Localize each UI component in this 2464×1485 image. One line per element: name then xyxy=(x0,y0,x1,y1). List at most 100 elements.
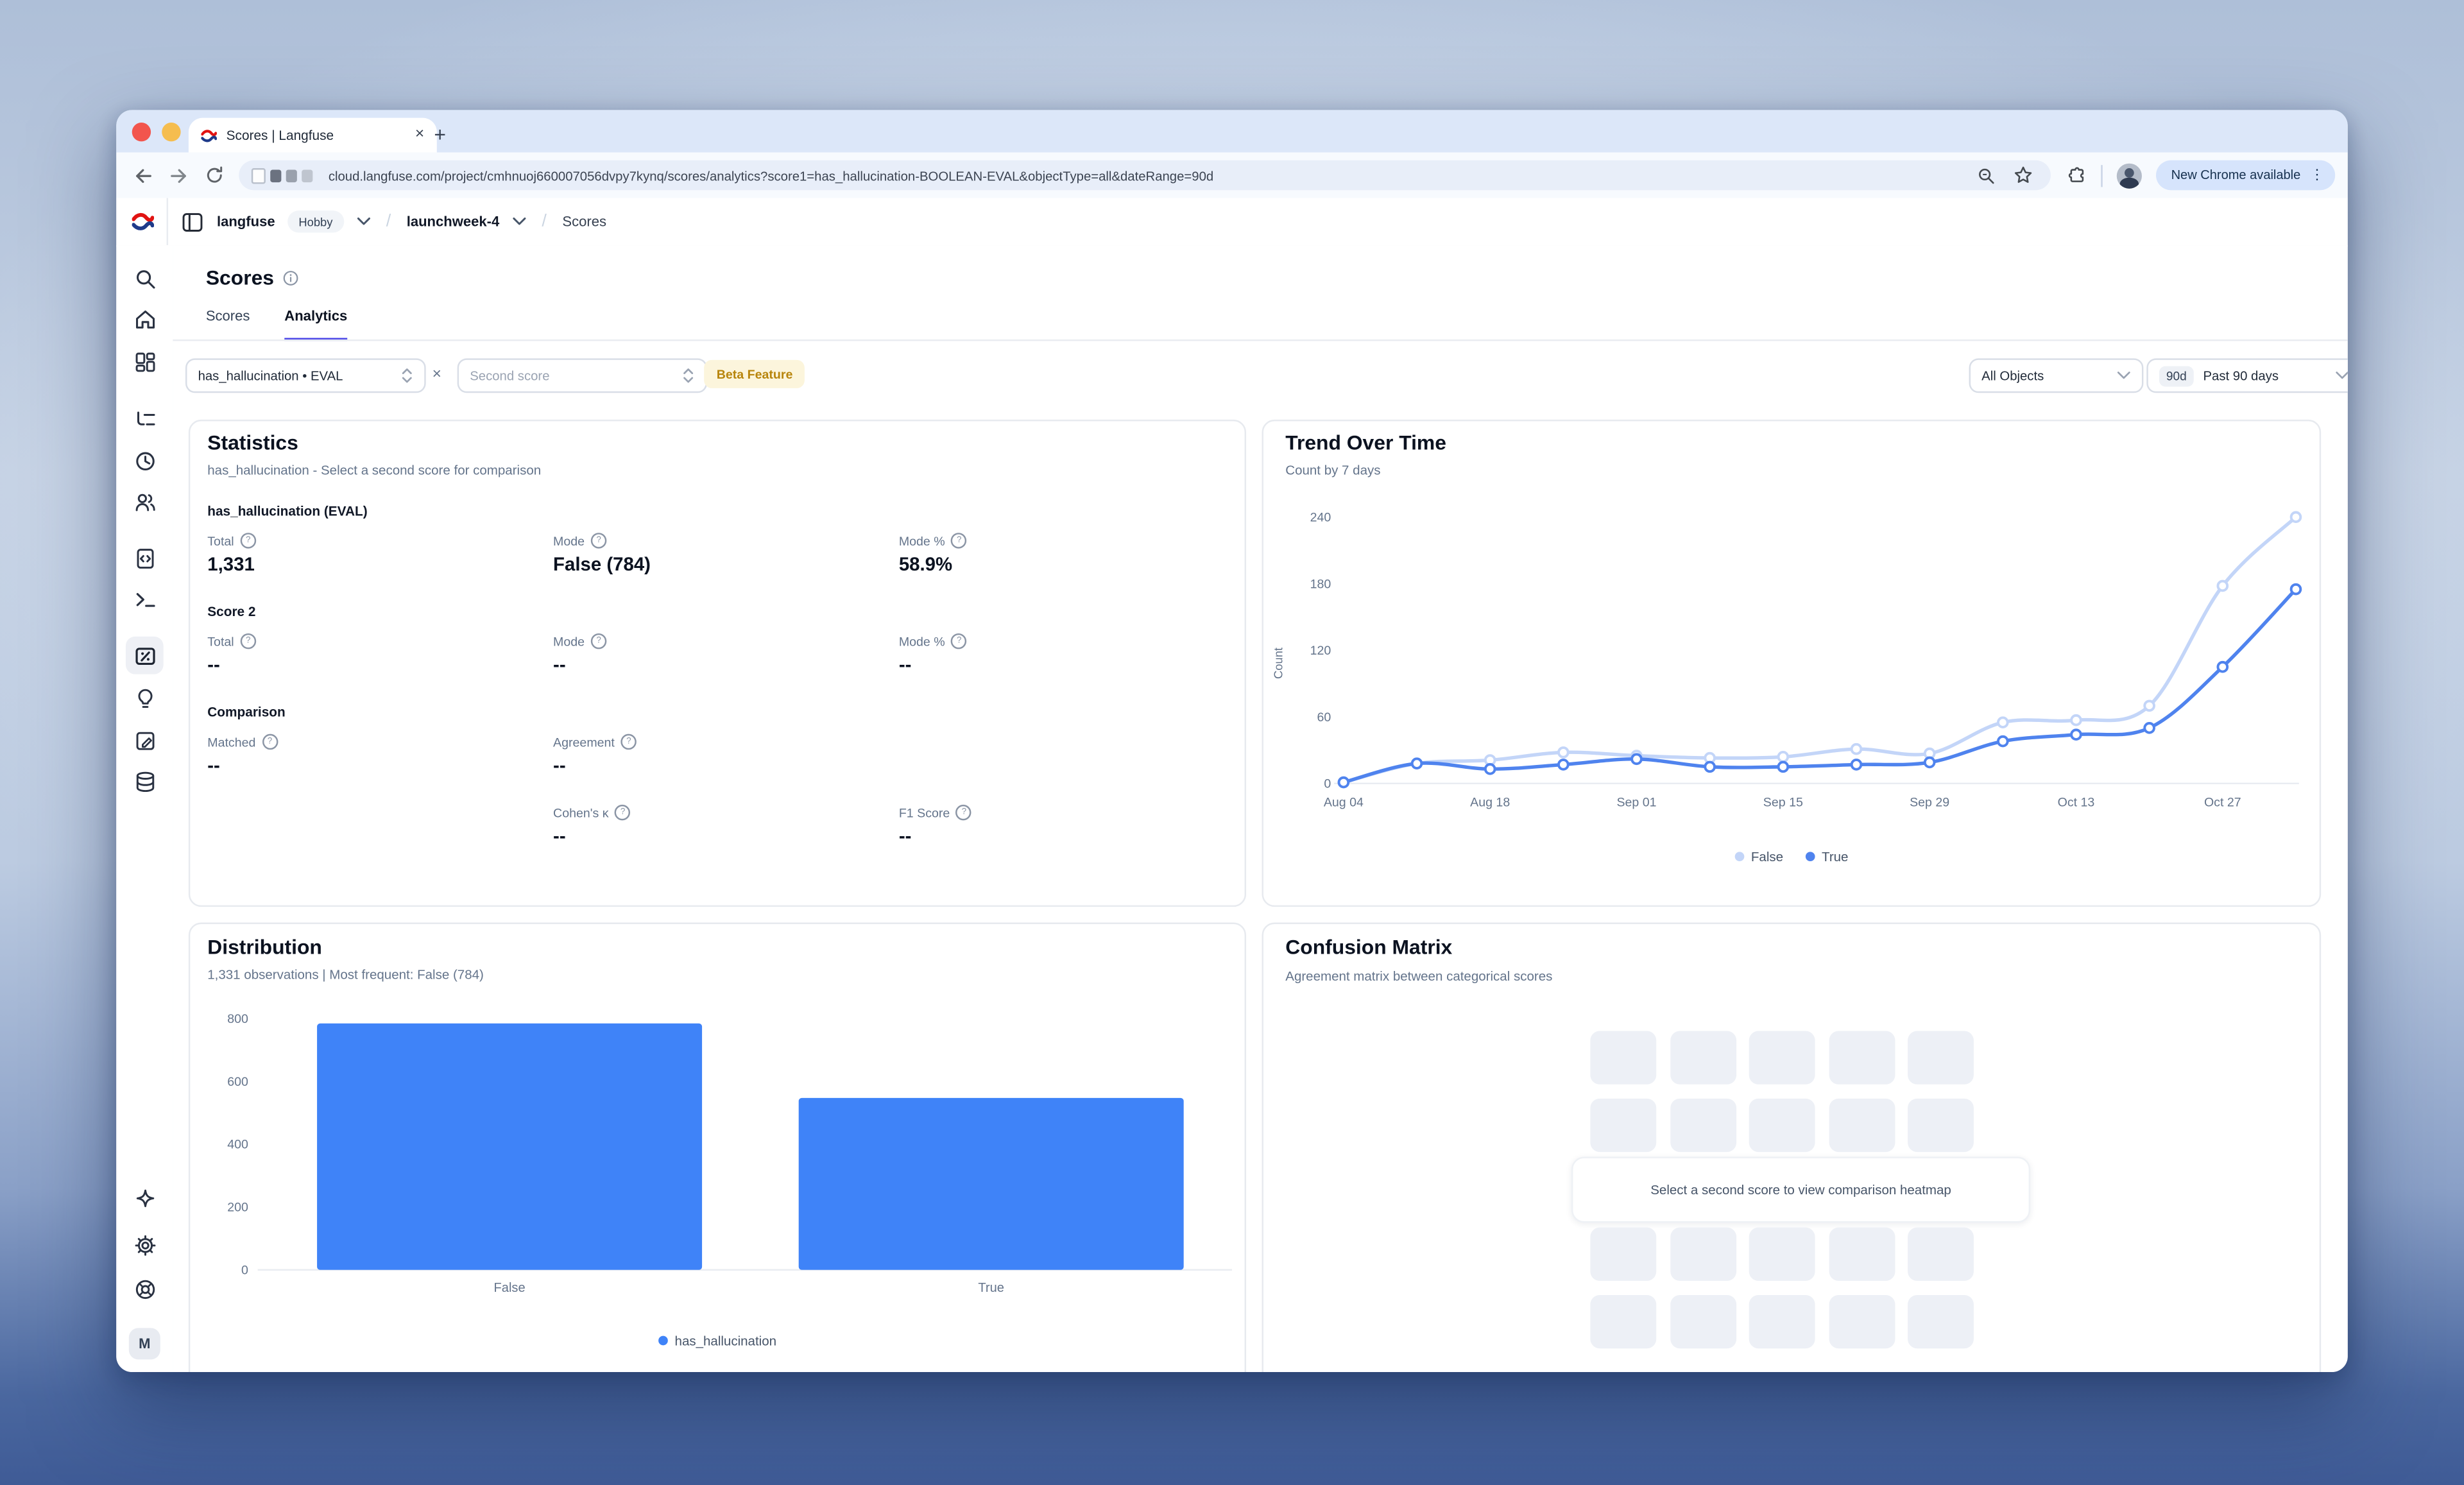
date-range-chip: 90d xyxy=(2159,365,2194,386)
score1-select[interactable]: has_hallucination • EVAL xyxy=(185,358,426,393)
tab-title: Scores | Langfuse xyxy=(226,127,334,143)
sidebar-item-annotation[interactable] xyxy=(126,721,164,759)
help-icon[interactable] xyxy=(590,633,607,649)
distribution-title: Distribution xyxy=(207,935,322,959)
help-icon[interactable] xyxy=(262,734,278,750)
help-icon[interactable] xyxy=(240,633,256,649)
sidebar-item-tracing[interactable] xyxy=(126,400,164,438)
toolbar-divider xyxy=(2100,164,2102,187)
metric-label: Total xyxy=(207,633,553,649)
metric-value: -- xyxy=(207,653,220,676)
reload-icon[interactable] xyxy=(204,165,225,185)
url-bar[interactable]: cloud.langfuse.com/project/cmhnuoj660007… xyxy=(239,160,2051,191)
minimize-window-button[interactable] xyxy=(162,123,181,142)
breadcrumb-page[interactable]: Scores xyxy=(562,214,607,230)
bookmark-star-icon[interactable] xyxy=(2012,165,2033,185)
back-icon[interactable] xyxy=(132,164,154,186)
sidebar-item-users[interactable] xyxy=(126,483,164,520)
beta-feature-badge: Beta Feature xyxy=(704,359,806,388)
help-icon[interactable] xyxy=(956,804,972,821)
help-icon[interactable] xyxy=(951,633,968,649)
page-title: Scores xyxy=(205,265,275,289)
distribution-bar-chart: 0 200 400 600 800 False True xyxy=(227,1012,1233,1295)
metric-value: -- xyxy=(553,754,566,777)
info-icon[interactable] xyxy=(284,270,299,285)
sidebar-item-home[interactable] xyxy=(126,300,164,338)
heatmap-placeholder-grid xyxy=(1590,1031,1974,1151)
chevron-down-icon xyxy=(2117,372,2130,379)
close-window-button[interactable] xyxy=(132,123,151,142)
metric-label: Agreement xyxy=(553,734,899,750)
trend-subtitle: Count by 7 days xyxy=(1285,462,1381,478)
metric-label: Total xyxy=(207,533,553,549)
user-avatar[interactable]: M xyxy=(128,1328,160,1360)
new-tab-button[interactable]: + xyxy=(434,121,447,146)
close-tab-icon[interactable]: × xyxy=(415,125,425,143)
browser-profile-avatar[interactable] xyxy=(2116,162,2142,188)
sidebar-item-datasets[interactable] xyxy=(126,762,164,800)
distribution-card: Distribution 1,331 observations | Most f… xyxy=(188,922,1247,1372)
browser-menu-icon[interactable]: ⋮ xyxy=(2310,166,2325,183)
clear-score-filter-button[interactable]: × xyxy=(432,365,441,383)
lifebuoy-icon xyxy=(135,1279,155,1298)
tabs-divider xyxy=(173,338,2348,341)
date-range-select[interactable]: 90d Past 90 days xyxy=(2146,358,2348,393)
sidebar-item-settings[interactable] xyxy=(126,1226,164,1264)
sparkle-icon xyxy=(135,1189,154,1206)
sidebar-item-search[interactable] xyxy=(126,259,164,297)
terminal-icon xyxy=(135,592,155,606)
breadcrumb-project[interactable]: launchweek-4 xyxy=(406,214,500,230)
chevron-down-icon[interactable] xyxy=(356,217,370,227)
breadcrumb-org[interactable]: langfuse xyxy=(216,214,275,230)
page-tabs: Scores Analytics xyxy=(206,308,348,341)
sidebar-item-scores[interactable] xyxy=(125,636,164,674)
svg-text:False: False xyxy=(494,1281,526,1295)
zoom-page-icon[interactable] xyxy=(1976,166,1995,184)
svg-text:600: 600 xyxy=(227,1075,248,1089)
breadcrumb-separator: / xyxy=(542,212,547,232)
sidebar-item-sessions[interactable] xyxy=(126,442,164,479)
score2-select[interactable]: Second score xyxy=(457,358,708,393)
confusion-subtitle: Agreement matrix between categorical sco… xyxy=(1285,968,1553,984)
browser-tab[interactable]: Scores | Langfuse × xyxy=(188,117,437,153)
main-content: Scores Scores Analytics has_hallucinatio… xyxy=(173,245,2348,1372)
clipboard-pen-icon xyxy=(135,731,154,750)
sidebar-item-support[interactable] xyxy=(126,1270,164,1308)
statistics-title: Statistics xyxy=(207,431,298,454)
tab-scores[interactable]: Scores xyxy=(205,308,250,324)
tab-analytics[interactable]: Analytics xyxy=(284,308,348,341)
sidebar-item-playground[interactable] xyxy=(126,580,164,618)
sidebar-item-prompts[interactable] xyxy=(126,539,164,577)
help-icon[interactable] xyxy=(590,533,607,549)
help-icon[interactable] xyxy=(620,734,637,750)
list-tree-icon xyxy=(136,411,155,425)
forward-icon[interactable] xyxy=(168,164,190,186)
help-icon[interactable] xyxy=(240,533,256,549)
chevron-down-icon[interactable] xyxy=(512,217,526,227)
url-text[interactable]: cloud.langfuse.com/project/cmhnuoj660007… xyxy=(328,167,1214,184)
statistics-subtitle: has_hallucination - Select a second scor… xyxy=(207,462,542,478)
confusion-title: Confusion Matrix xyxy=(1285,935,1453,959)
metric-value: -- xyxy=(553,825,566,848)
sidebar-item-dashboards[interactable] xyxy=(126,343,164,381)
comparison-section-heading: Comparison xyxy=(207,704,286,720)
object-type-select[interactable]: All Objects xyxy=(1969,358,2144,393)
help-icon[interactable] xyxy=(951,533,968,549)
svg-text:Oct 13: Oct 13 xyxy=(2058,795,2095,809)
langfuse-favicon xyxy=(201,129,217,142)
sidebar-toggle-icon[interactable] xyxy=(181,210,205,234)
gear-icon xyxy=(134,1234,155,1255)
legend-item-false[interactable]: False xyxy=(1734,848,1783,864)
svg-text:Aug 18: Aug 18 xyxy=(1470,795,1510,809)
legend-item-has-hallucination[interactable]: has_hallucination xyxy=(658,1333,776,1348)
svg-text:120: 120 xyxy=(1310,644,1331,658)
chrome-update-pill[interactable]: New Chrome available ⋮ xyxy=(2155,160,2336,191)
legend-item-true[interactable]: True xyxy=(1805,848,1848,864)
langfuse-logo[interactable] xyxy=(132,212,155,231)
sidebar-item-evaluators[interactable] xyxy=(126,679,164,717)
extensions-icon[interactable] xyxy=(2066,165,2086,185)
help-icon[interactable] xyxy=(615,804,631,821)
sidebar-item-whats-new[interactable] xyxy=(126,1180,164,1218)
app-header: langfuse Hobby / launchweek-4 / Scores xyxy=(116,198,2348,247)
svg-text:Sep 15: Sep 15 xyxy=(1763,795,1803,809)
